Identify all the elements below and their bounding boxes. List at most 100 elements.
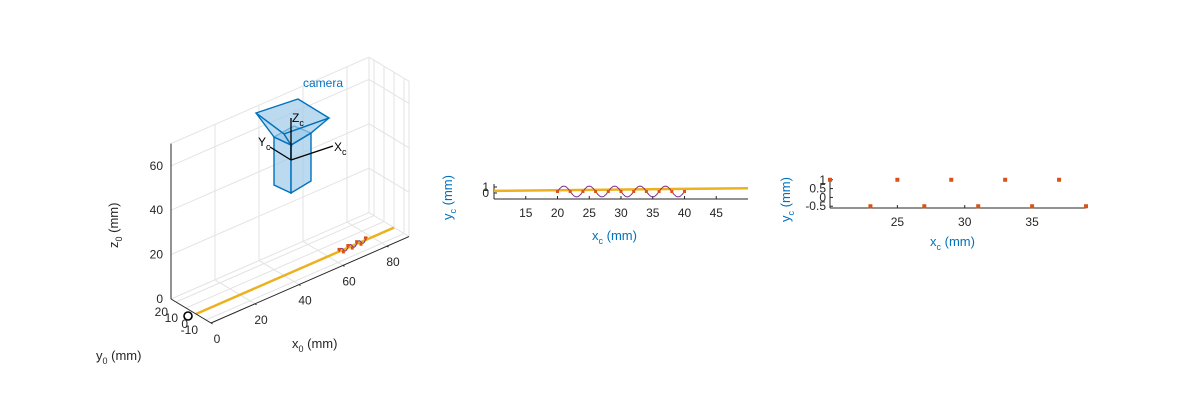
tick-labels-3: 25 30 35 10.50-0.5 [805,173,1039,229]
grid-line-side-z [368,167,410,193]
x-tick-label-3d: 20 [254,313,268,327]
camera-body-left [273,135,292,195]
y-axis-label-2: yc (mm) [440,175,458,220]
axes-3d [170,143,410,325]
sine-point-3d [359,242,363,246]
scatter-point [895,177,900,182]
sine-point-2 [657,190,661,193]
x-tick-label-2: 40 [678,206,692,220]
plot-area-3 [828,177,1088,209]
sine-point-3d [341,250,345,254]
y-tick-label-3d: 10 [165,311,179,325]
x-tick-mark-3d [342,264,345,267]
y-tick-label-3: 1 [819,173,826,187]
sine-point-3d [350,246,354,250]
sine-point-2 [606,190,610,193]
x-tick-mark-3d [254,303,257,306]
grid-line-back-z [170,212,370,300]
y-axis-label-3d: y0 (mm) [96,348,141,366]
grid-line-back-z [170,167,370,256]
x-tick-label-3d: 60 [342,274,356,288]
grid-line-floor-y [185,221,385,309]
sine-point-3d [363,236,367,240]
y-tick-label-2: 0 [482,186,489,200]
scatter-point [922,204,927,209]
sine-point-3d [337,247,341,251]
scatter-point [828,177,832,182]
frame-label-y: Yc [258,135,271,152]
origin-marker [183,311,193,321]
panel-image-plane-scatter: 25 30 35 10.50-0.5 xc (mm) yc (mm) [778,173,1088,252]
x-axis-label-2: xc (mm) [592,228,637,246]
y-tick-label-3d: -10 [181,323,199,337]
z-tick-label-3d: 0 [156,292,163,306]
scatter-point [868,204,873,209]
frame-axis-x [290,145,334,161]
grid-line-side-z [368,123,410,149]
x-axis-line-3d [210,236,410,324]
y-tick-label-3d: 0 [181,317,188,331]
camera-frame-axes: Zc Xc Yc [258,111,347,161]
grid-line-side-z [368,78,410,104]
x-tick-mark-3d [210,322,213,325]
z-axis-label-3d: z0 (mm) [106,203,124,248]
grid-line-floor-x [302,240,344,266]
y-tick-label-2: 1 [482,180,489,194]
y-tick-label-3: -0.5 [805,199,826,213]
sine-point-2 [568,190,572,193]
grid-line-floor-x [258,260,300,286]
y-axis-label-3: yc (mm) [778,177,796,222]
panel-image-plane-line: 15 20 25 30 35 40 45 01 xc (mm) yc (mm) [440,175,749,246]
scatter-point [976,204,981,209]
y-tick-label-3d: 20 [155,305,169,319]
x-tick-label-3d: 80 [386,255,400,269]
x-tick-label-3: 25 [891,215,905,229]
grid-line-floor-x [214,279,256,305]
x-tick-label-3: 35 [1025,215,1039,229]
camera-lens-front [282,117,330,146]
box-edge [368,56,410,82]
x-tick-label-2: 35 [646,206,660,220]
sine-point-2 [644,190,648,193]
x-axis-label-3: xc (mm) [930,234,975,252]
x-tick-label-2: 45 [710,206,724,220]
scatter-point [1057,177,1062,182]
sine-point-2 [619,190,623,193]
x-tick-label-2: 30 [614,206,628,220]
x-axis-label-3d: x0 (mm) [292,336,337,354]
scatter-point [1030,204,1035,209]
grid-line-floor-y [175,215,375,303]
frame-label-x: Xc [334,140,347,157]
camera-model [254,98,331,195]
sine-point-2 [581,190,585,193]
x-tick-mark-3d [298,284,301,286]
x-tick-label-3: 30 [958,215,972,229]
x-tick-label-2: 15 [519,206,533,220]
scatter-point [1003,177,1008,182]
grid-line-side-z [368,212,410,238]
z-tick-label-3d: 20 [150,248,164,262]
y-tick-label-3: 0.5 [809,182,826,196]
sine-points-3d [337,236,368,254]
camera-label: camera [303,76,343,90]
y-axis-line-3d [170,298,212,324]
sine-point-2 [683,190,686,193]
sine-point-3d [355,240,359,244]
scatter-point [1084,204,1088,209]
grid-line-floor-x [346,221,388,247]
y-tick-label-3: 0 [819,190,826,204]
grid-line-floor-y [205,233,405,321]
tick-labels-2: 15 20 25 30 35 40 45 01 [482,180,723,220]
sine-point-2 [670,190,674,193]
trajectory-line [195,226,395,316]
frame-label-z: Zc [292,111,304,128]
sine-point-2 [556,190,559,193]
x-tick-mark-3d [386,245,389,248]
sine-point-2 [632,190,636,193]
plot-area-2 [493,184,749,200]
x-tick-label-3d: 40 [298,294,312,308]
scatter-point [949,177,954,182]
